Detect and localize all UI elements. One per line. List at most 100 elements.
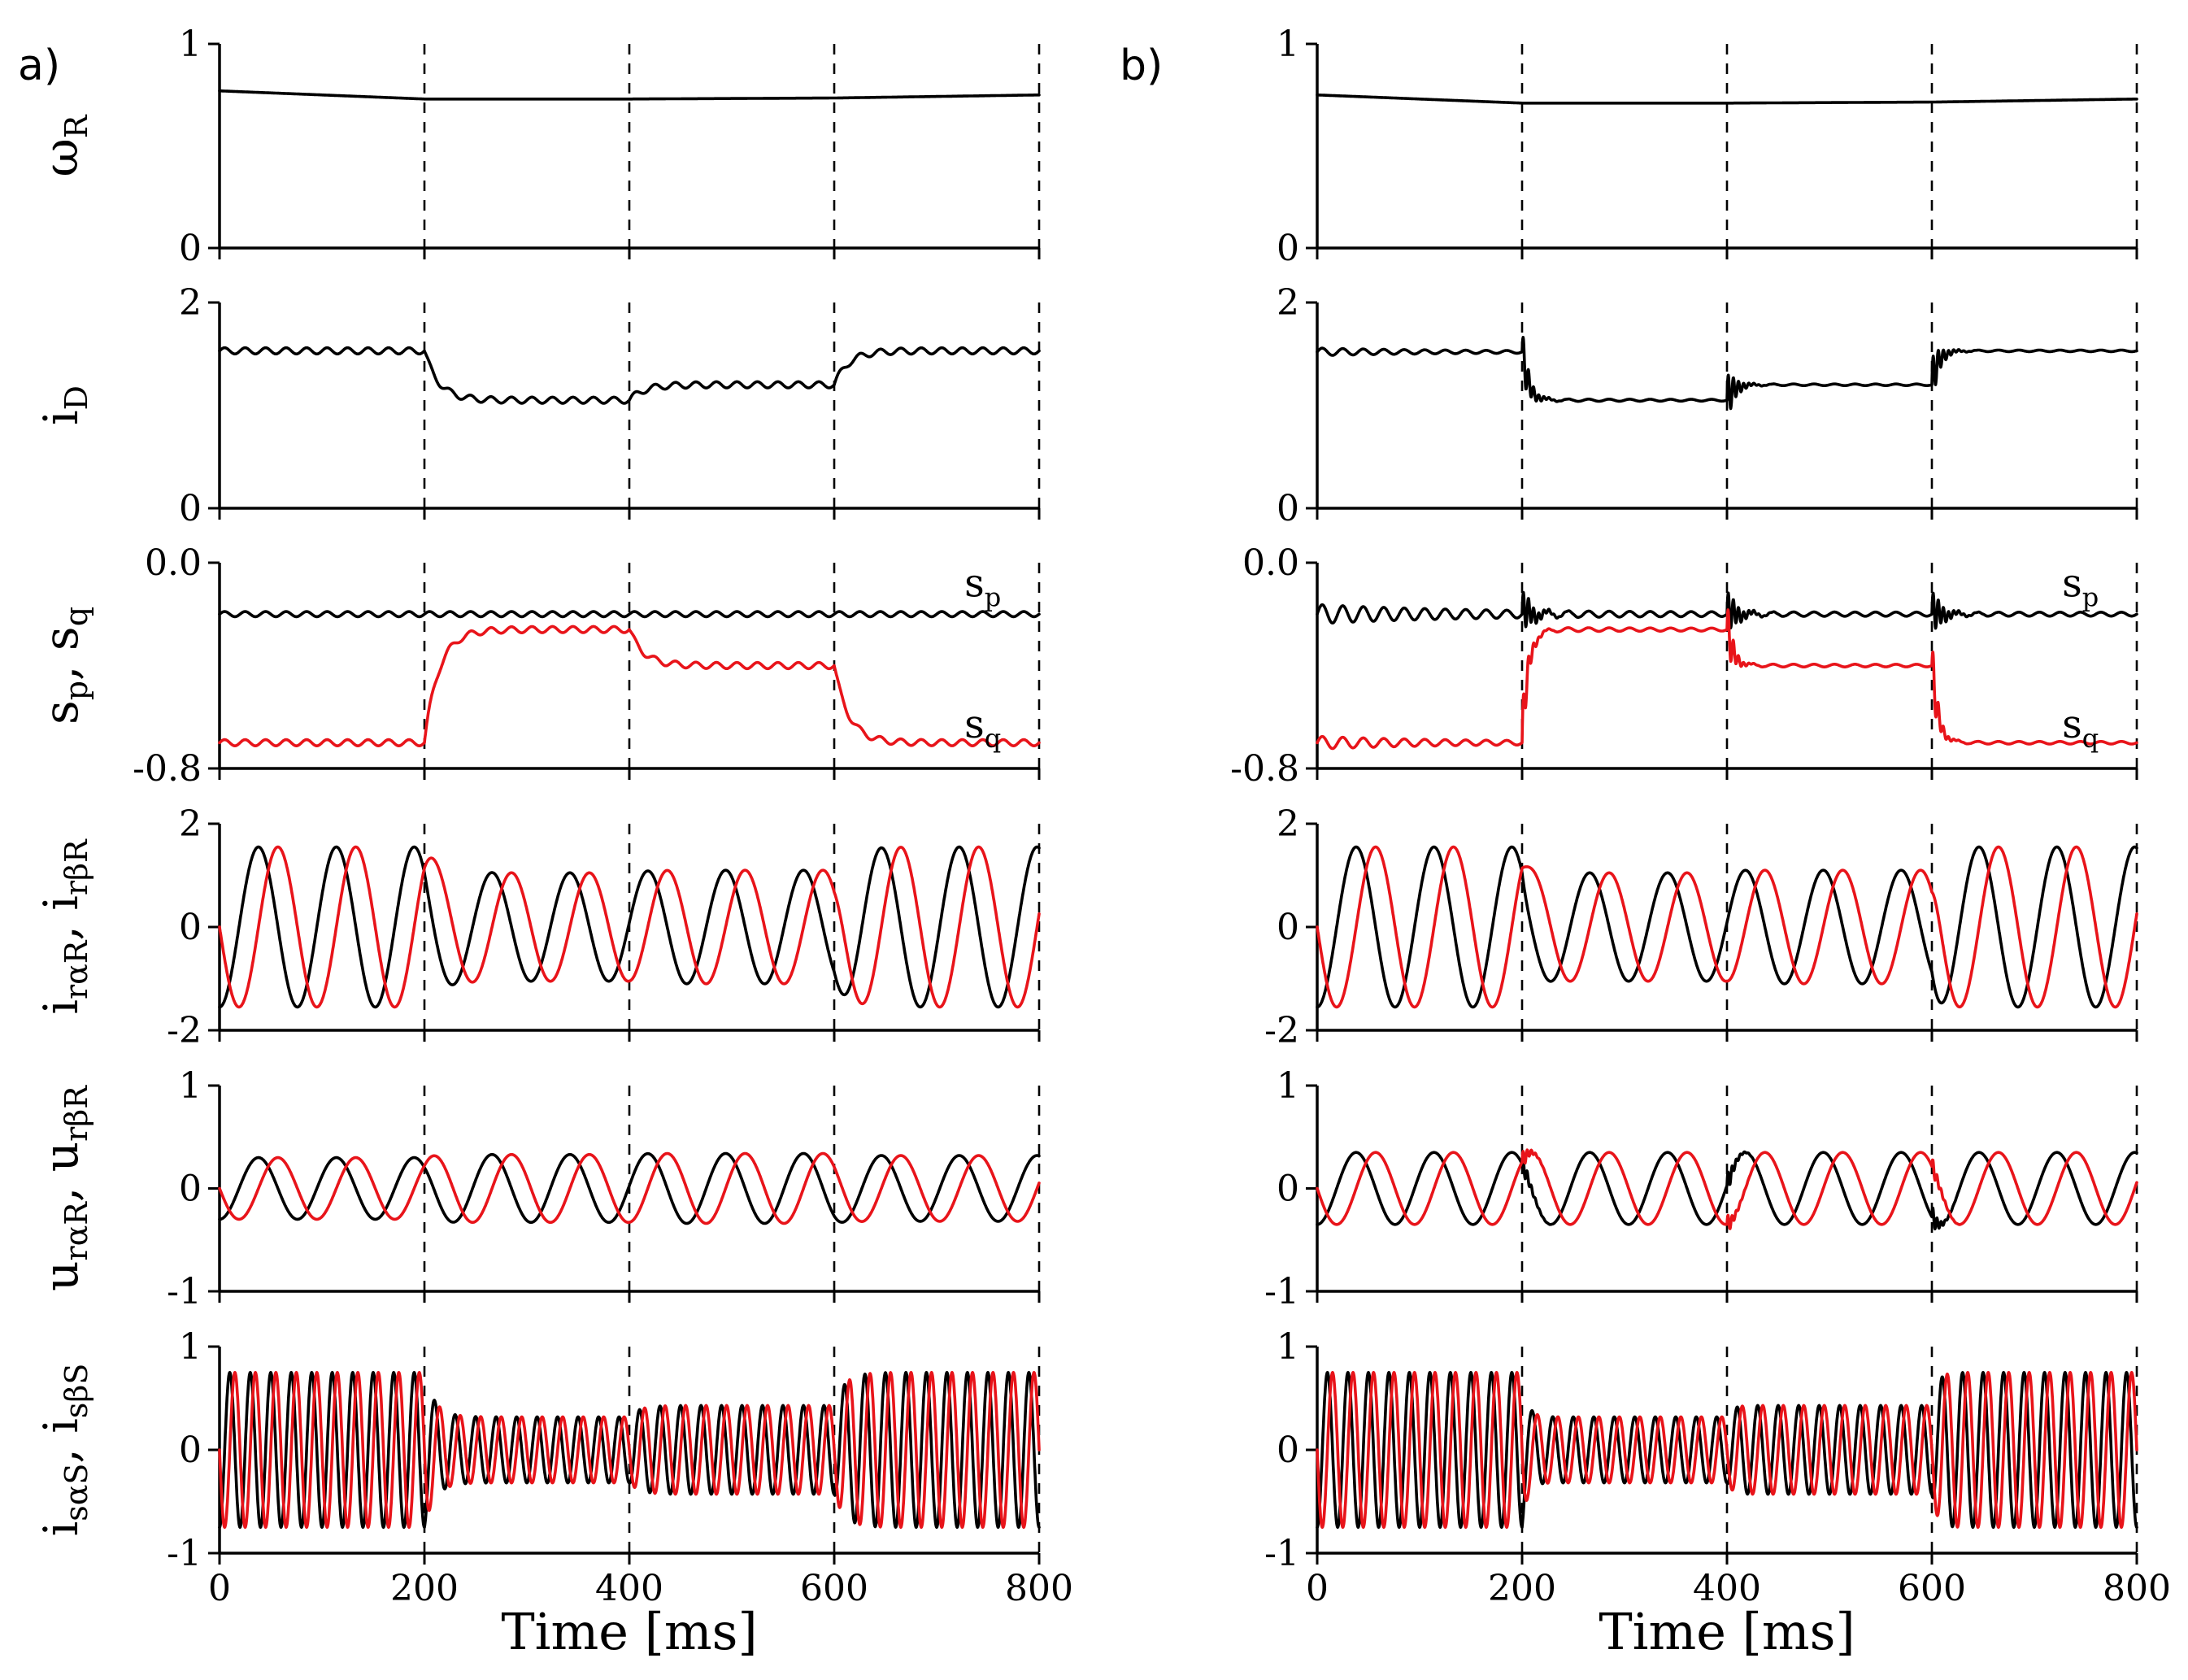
annotation-main: s bbox=[2062, 560, 2082, 606]
series-line-i-D bbox=[218, 346, 1041, 405]
series-line-i-ralphaR bbox=[218, 845, 1041, 1009]
annotation-subscript: q bbox=[2082, 723, 2099, 754]
annotation-main: s bbox=[964, 702, 985, 747]
y-label-subscript: rαR bbox=[59, 1201, 94, 1261]
y-tick-label: 2 bbox=[1277, 803, 1299, 845]
series-annotation: sq bbox=[2062, 702, 2099, 754]
panel-letter: a) bbox=[18, 41, 60, 90]
y-label-subscript: sβS bbox=[59, 1364, 94, 1419]
series-line-s-q bbox=[1316, 608, 2138, 751]
series-group bbox=[1316, 94, 2138, 105]
y-label-subscript: D bbox=[59, 385, 94, 410]
series-group bbox=[218, 1371, 1041, 1530]
y-label-main: , i bbox=[33, 1418, 89, 1463]
y-label-main: , s bbox=[33, 626, 89, 681]
subplot-row-1: 02 bbox=[1277, 282, 2138, 529]
y-label-subscript: rβR bbox=[59, 1085, 94, 1142]
y-label-main: , u bbox=[33, 1142, 89, 1202]
y-tick-label: 2 bbox=[179, 803, 202, 845]
annotation-main: s bbox=[2062, 702, 2082, 747]
series-line-s-q bbox=[218, 625, 1041, 748]
y-tick-label: -1 bbox=[167, 1271, 202, 1312]
x-tick-label: 400 bbox=[1693, 1568, 1761, 1609]
series-group bbox=[218, 89, 1041, 101]
y-tick-label: 2 bbox=[1277, 282, 1299, 324]
series-line-i-rbetaR bbox=[1316, 845, 2138, 1009]
y-axis-label: isαS, isβS bbox=[33, 1364, 94, 1537]
y-tick-label: -2 bbox=[1264, 1010, 1299, 1051]
y-tick-label: 1 bbox=[1277, 1065, 1299, 1107]
subplot-row-0: 0 1 ωR bbox=[33, 24, 1041, 269]
subplot-row-4: -1 0 1 urαR, urβR bbox=[33, 1065, 1041, 1312]
series-annotation: sq bbox=[964, 702, 1001, 754]
panel-letter: b) bbox=[1120, 41, 1163, 90]
y-tick-label: 0 bbox=[179, 228, 202, 269]
y-label-subscript: p bbox=[59, 681, 94, 700]
series-group bbox=[218, 346, 1041, 405]
series-line-u-rbetaR bbox=[1316, 1148, 2138, 1230]
x-tick-label: 600 bbox=[800, 1568, 868, 1609]
series-line-i-sbetaS bbox=[218, 1371, 1041, 1530]
annotation-subscript: p bbox=[985, 581, 1001, 612]
y-label-main: i bbox=[33, 1521, 89, 1537]
y-tick-label: 0.0 bbox=[145, 542, 202, 584]
series-line-u-rbetaR bbox=[218, 1151, 1041, 1225]
series-line-u-ralphaR bbox=[1316, 1150, 2138, 1231]
y-tick-label: -1 bbox=[1264, 1533, 1299, 1574]
x-axis-title: Time [ms] bbox=[501, 1602, 757, 1661]
x-tick-label: 0 bbox=[1306, 1568, 1329, 1609]
y-label-main: i bbox=[33, 410, 89, 425]
subplot-row-1: 0 2 iD bbox=[33, 282, 1041, 529]
series-group bbox=[1316, 845, 2138, 1009]
series-group bbox=[1316, 590, 2138, 751]
series-group bbox=[1316, 335, 2138, 411]
annotation-main: s bbox=[964, 560, 985, 606]
y-tick-label: 0.0 bbox=[1242, 542, 1299, 584]
series-annotation: sp bbox=[2062, 560, 2099, 612]
y-tick-label: 0 bbox=[1277, 1430, 1299, 1471]
y-label-subscript: R bbox=[59, 114, 94, 138]
x-tick-label: 200 bbox=[390, 1568, 459, 1609]
y-axis-label: sp, sq bbox=[33, 607, 94, 725]
series-line-i-D bbox=[1316, 335, 2138, 411]
y-tick-label: -2 bbox=[167, 1010, 202, 1051]
y-label-main: , i bbox=[33, 895, 89, 940]
y-tick-label: 1 bbox=[179, 1065, 202, 1107]
x-tick-label: 400 bbox=[595, 1568, 663, 1609]
x-tick-label: 800 bbox=[1005, 1568, 1073, 1609]
y-tick-label: 0 bbox=[1277, 907, 1299, 948]
annotation-subscript: p bbox=[2082, 581, 2099, 612]
x-tick-label: 600 bbox=[1898, 1568, 1966, 1609]
series-line-i-sbetaS bbox=[1316, 1371, 2138, 1530]
series-line-i-salphaS bbox=[218, 1371, 1041, 1530]
y-axis-label: urαR, urβR bbox=[33, 1085, 94, 1291]
series-group bbox=[218, 845, 1041, 1009]
y-tick-label: 0 bbox=[1277, 1169, 1299, 1210]
series-group bbox=[1316, 1371, 2138, 1530]
subplot-row-3: -2 0 2 irαR, irβR bbox=[33, 803, 1041, 1051]
y-axis-label: ωR bbox=[33, 114, 94, 176]
annotation-subscript: q bbox=[985, 723, 1001, 754]
y-axis-label: irαR, irβR bbox=[33, 838, 94, 1015]
x-tick-label: 200 bbox=[1488, 1568, 1556, 1609]
series-line-omega-R bbox=[218, 89, 1041, 101]
series-line-u-ralphaR bbox=[218, 1151, 1041, 1225]
series-group bbox=[1316, 1148, 2138, 1231]
y-axis-label: iD bbox=[33, 385, 94, 425]
y-tick-label: 1 bbox=[179, 24, 202, 65]
y-tick-label: 0 bbox=[1277, 488, 1299, 529]
subplot-row-3: -2 0 2 bbox=[1264, 803, 2138, 1051]
subplot-row-0: 01 bbox=[1277, 24, 2138, 269]
series-group bbox=[218, 610, 1041, 748]
x-axis-title: Time [ms] bbox=[1599, 1602, 1855, 1661]
x-tick-label: 800 bbox=[2103, 1568, 2171, 1609]
y-tick-label: 1 bbox=[179, 1326, 202, 1368]
series-annotation: sp bbox=[964, 560, 1001, 612]
y-tick-label: -1 bbox=[1264, 1271, 1299, 1312]
y-tick-label: -1 bbox=[167, 1533, 202, 1574]
y-label-main: i bbox=[33, 999, 89, 1015]
